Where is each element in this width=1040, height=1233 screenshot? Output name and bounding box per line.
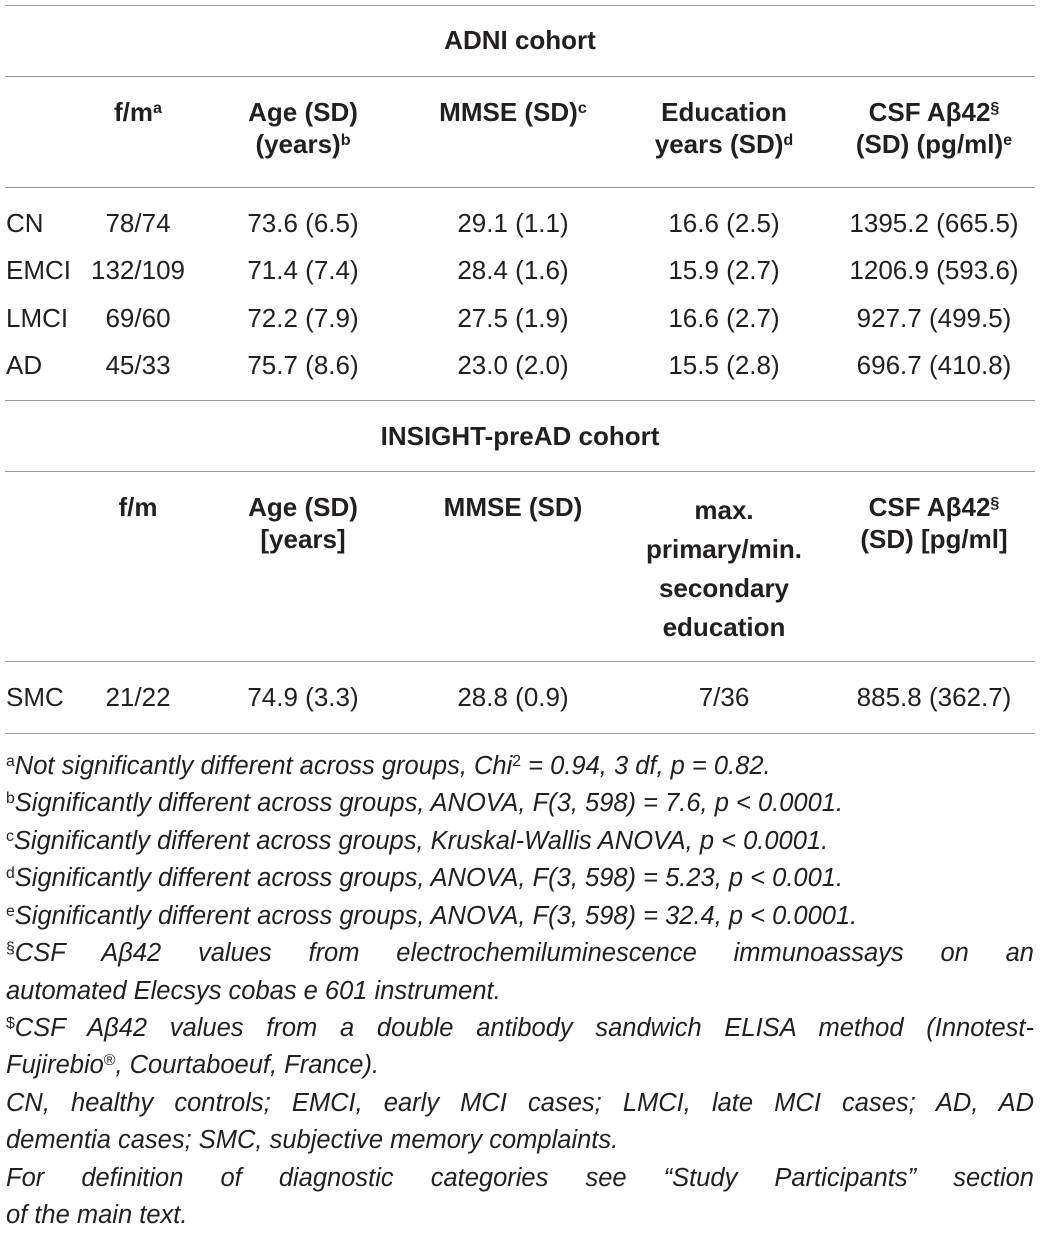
fm-cell: 45/33 xyxy=(105,350,171,380)
footnote-section: §CSF Aβ42 values from electrochemilumine… xyxy=(6,939,1034,967)
rule-adni-body xyxy=(5,400,1035,401)
mmse-cell: 23.0 (2.0) xyxy=(457,350,569,380)
csf-cell: 927.7 (499.5) xyxy=(856,303,1012,333)
education-cell: 7/36 xyxy=(698,682,750,712)
group-cell: SMC xyxy=(6,682,64,712)
csf-cell: 1206.9 (593.6) xyxy=(849,255,1019,285)
group-cell: CN xyxy=(6,208,44,238)
header-age: Age (SD) (years)b xyxy=(248,97,358,159)
footnote-abbreviations: CN, healthy controls; EMCI, early MCI ca… xyxy=(6,1089,1034,1117)
rule-insight-body xyxy=(5,733,1035,734)
header-mmse: MMSE (SD) xyxy=(443,492,583,522)
footnote-dollar-cont: Fujirebio®, Courtaboeuf, France). xyxy=(6,1051,380,1079)
education-cell: 16.6 (2.7) xyxy=(668,303,780,333)
footnote-section-cont: automated Elecsys cobas e 601 instrument… xyxy=(6,977,501,1005)
age-cell: 74.9 (3.3) xyxy=(247,682,359,712)
csf-cell: 885.8 (362.7) xyxy=(856,682,1012,712)
rule-insight-header xyxy=(5,661,1035,662)
group-cell: LMCI xyxy=(6,303,69,333)
footnote-d: dSignificantly different across groups, … xyxy=(6,864,844,892)
age-cell: 71.4 (7.4) xyxy=(247,255,359,285)
age-cell: 75.7 (8.6) xyxy=(247,350,359,380)
mmse-cell: 28.4 (1.6) xyxy=(457,255,569,285)
rule-adni-title xyxy=(5,76,1035,77)
footnote-e: eSignificantly different across groups, … xyxy=(6,902,858,930)
header-fm: f/ma xyxy=(114,97,162,127)
footnote-definition-cont: of the main text. xyxy=(6,1201,188,1229)
header-csf: CSF Aβ42§ (SD) (pg/ml)e xyxy=(855,97,1013,159)
footnote-a: aNot significantly different across grou… xyxy=(6,752,771,780)
csf-cell: 1395.2 (665.5) xyxy=(849,208,1019,238)
header-education: max. primary/min. secondary education xyxy=(645,495,803,642)
rule-adni-header xyxy=(5,187,1035,188)
age-cell: 72.2 (7.9) xyxy=(247,303,359,333)
rule-insight-title xyxy=(5,471,1035,472)
header-education: Education years (SD)d xyxy=(654,97,794,159)
education-cell: 16.6 (2.5) xyxy=(668,208,780,238)
mmse-cell: 27.5 (1.9) xyxy=(457,303,569,333)
footnote-abbreviations-cont: dementia cases; SMC, subjective memory c… xyxy=(6,1126,619,1154)
mmse-cell: 29.1 (1.1) xyxy=(457,208,569,238)
age-cell: 73.6 (6.5) xyxy=(247,208,359,238)
footnote-definition: For definition of diagnostic categories … xyxy=(6,1164,1034,1192)
mmse-cell: 28.8 (0.9) xyxy=(457,682,569,712)
header-csf: CSF Aβ42§ (SD) [pg/ml] xyxy=(860,492,1008,554)
group-cell: EMCI xyxy=(6,255,71,285)
header-fm: f/m xyxy=(118,492,158,522)
footnote-dollar: $CSF Aβ42 values from a double antibody … xyxy=(6,1014,1034,1042)
education-cell: 15.5 (2.8) xyxy=(668,350,780,380)
fm-cell: 69/60 xyxy=(105,303,171,333)
footnote-b: bSignificantly different across groups, … xyxy=(6,789,844,817)
fm-cell: 132/109 xyxy=(91,255,185,285)
education-cell: 15.9 (2.7) xyxy=(668,255,780,285)
footnote-c: cSignificantly different across groups, … xyxy=(6,827,829,855)
rule-top xyxy=(5,5,1035,6)
insight-cohort-title: INSIGHT-preAD cohort xyxy=(380,421,660,451)
header-mmse: MMSE (SD)c xyxy=(439,97,587,127)
fm-cell: 21/22 xyxy=(105,682,171,712)
header-age: Age (SD) [years] xyxy=(248,492,358,554)
adni-cohort-title: ADNI cohort xyxy=(444,25,596,55)
fm-cell: 78/74 xyxy=(105,208,171,238)
group-cell: AD xyxy=(6,350,43,380)
csf-cell: 696.7 (410.8) xyxy=(856,350,1012,380)
